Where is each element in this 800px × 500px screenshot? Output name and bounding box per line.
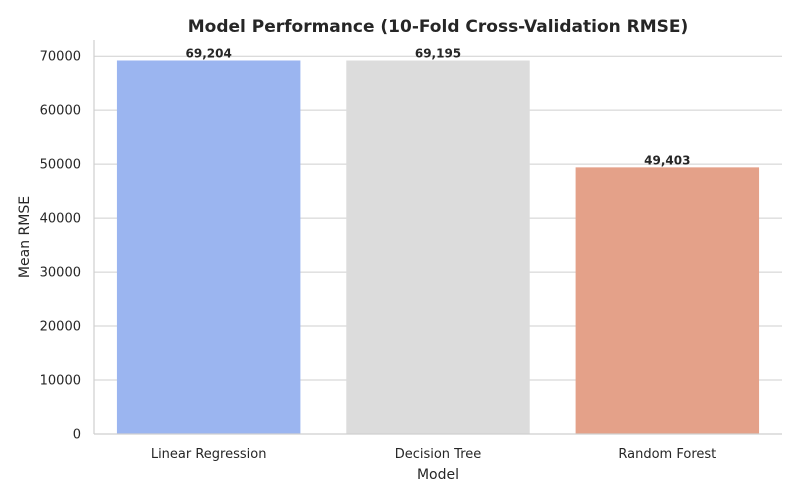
bar-value-label: 69,195 [415,47,461,61]
y-axis-label: Mean RMSE [17,196,33,278]
y-tick-label: 30000 [40,266,81,281]
y-tick-label: 40000 [40,212,81,227]
bar [575,167,760,435]
data-labels: 69,204 69,195 49,403 [186,46,691,167]
x-tick-label: Linear Regression [151,447,267,462]
bar [116,60,301,434]
x-tick-label: Decision Tree [395,447,482,462]
bar-value-label: 69,204 [186,46,232,60]
y-axis-ticks: 0 10000 20000 30000 40000 50000 60000 70000 [40,50,81,443]
chart-title: Model Performance (10-Fold Cross-Validat… [188,17,689,37]
bars [116,60,760,435]
y-tick-label: 60000 [40,104,81,119]
y-tick-label: 20000 [40,320,81,335]
bar-value-label: 49,403 [644,153,690,167]
x-axis-ticks: Linear Regression Decision Tree Random For… [151,447,716,462]
x-axis-label: Model [417,467,459,483]
bar [346,60,530,435]
x-tick-label: Random Forest [618,447,716,462]
y-tick-label: 70000 [40,50,81,65]
y-tick-label: 50000 [40,158,81,173]
y-tick-label: 0 [73,428,81,443]
y-tick-label: 10000 [40,374,81,389]
